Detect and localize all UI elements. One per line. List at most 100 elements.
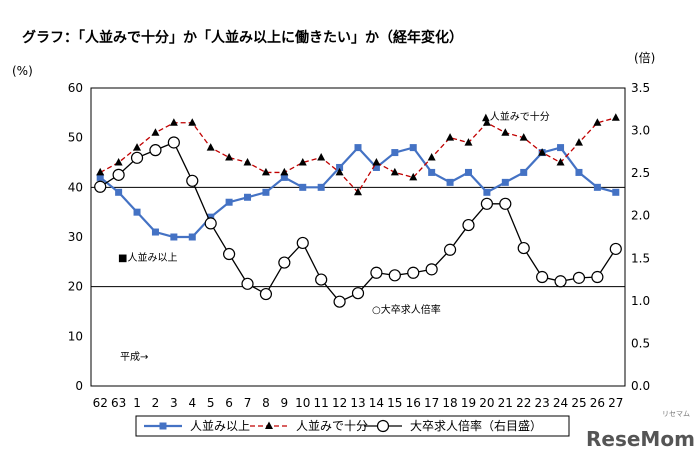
data-point — [133, 208, 141, 216]
data-point — [133, 143, 142, 151]
left-tick-label: 30 — [68, 230, 83, 244]
x-tick-label: 23 — [534, 396, 549, 410]
series-label: ▲人並みで十分 — [482, 110, 550, 123]
x-tick-label: 20 — [479, 396, 494, 410]
x-tick-label: 21 — [498, 396, 513, 410]
data-point — [538, 148, 547, 156]
legend-marker — [159, 422, 167, 430]
data-point — [372, 163, 380, 171]
x-tick-label: 62 — [93, 396, 108, 410]
data-point — [464, 168, 472, 176]
data-point — [241, 277, 254, 290]
legend: 人並み以上 人並みで十分 大卒求人倍率（右目盛） — [135, 415, 570, 437]
x-tick-label: 13 — [350, 396, 365, 410]
data-point — [115, 188, 123, 196]
data-point — [206, 143, 215, 151]
x-tick-label: 7 — [244, 396, 252, 410]
data-point — [554, 275, 567, 288]
data-point — [609, 242, 622, 256]
right-tick-label: 1.5 — [631, 251, 650, 265]
x-tick-label: 22 — [516, 396, 531, 410]
data-point — [351, 287, 365, 300]
data-point — [169, 118, 178, 126]
grid-lines — [91, 186, 625, 288]
data-point — [611, 113, 620, 121]
legend-marker — [265, 421, 273, 429]
x-tick-label: 63 — [111, 396, 126, 410]
left-tick-label: 60 — [68, 81, 83, 95]
data-point — [317, 183, 325, 191]
x-tick-label: 9 — [281, 396, 289, 410]
watermark-sub: リセマム — [662, 410, 690, 418]
data-point — [556, 158, 565, 166]
data-point — [370, 266, 383, 279]
data-point — [96, 167, 105, 176]
data-point — [151, 228, 159, 236]
data-point — [188, 233, 196, 241]
series-label: ■人並み以上 — [118, 251, 177, 264]
data-point — [482, 118, 491, 126]
data-point — [501, 128, 510, 136]
data-point — [333, 295, 346, 308]
right-tick-label: 2.5 — [631, 166, 650, 180]
data-point — [204, 217, 217, 230]
x-tick-label: 16 — [406, 396, 421, 410]
x-tick-label: 19 — [461, 396, 476, 410]
right-tick-label: 3.5 — [631, 81, 650, 95]
x-tick-label: 8 — [262, 396, 270, 410]
data-point — [335, 167, 344, 176]
right-axis-ticks: 0.0 0.5 1.0 1.5 2.0 2.5 3.0 3.5 — [631, 81, 650, 393]
series-3 — [94, 136, 622, 308]
x-tick-label: 18 — [442, 396, 457, 410]
data-point — [520, 168, 528, 176]
data-point — [149, 144, 162, 157]
x-tick-label: 25 — [571, 396, 586, 410]
plot-area: 0 10 20 30 40 50 60 0.0 0.5 1.0 1.5 2.0 2.5 3.0 3.5 6… — [68, 81, 650, 410]
legend-box — [135, 415, 570, 437]
legend-label: 大卒求人倍率（右目盛） — [410, 418, 542, 433]
x-tick-label: 11 — [314, 396, 329, 410]
data-point — [388, 269, 401, 282]
data-point — [446, 133, 455, 141]
data-point — [280, 173, 288, 181]
data-point — [501, 178, 509, 186]
x-tick-label: 12 — [332, 396, 347, 410]
data-point — [261, 167, 270, 176]
data-point — [96, 173, 104, 181]
data-point — [574, 138, 583, 146]
left-tick-label: 10 — [68, 329, 83, 343]
right-tick-label: 0.0 — [631, 379, 650, 393]
x-tick-label: 17 — [424, 396, 439, 410]
x-tick-label: 24 — [553, 396, 568, 410]
data-point — [519, 133, 528, 141]
data-point — [593, 183, 601, 191]
data-point — [428, 168, 436, 176]
x-tick-label: 5 — [207, 396, 215, 410]
data-point — [427, 153, 436, 161]
x-tick-label: 3 — [170, 396, 178, 410]
data-point — [593, 118, 602, 126]
x-tick-label: 27 — [608, 396, 623, 410]
series-2 — [96, 113, 620, 196]
right-tick-label: 2.0 — [631, 209, 650, 223]
series-layer — [94, 113, 622, 308]
x-tick-label: 10 — [295, 396, 310, 410]
data-point — [575, 168, 583, 176]
data-point — [130, 151, 144, 164]
series-1 — [96, 144, 620, 241]
x-tick-label: 15 — [387, 396, 402, 410]
data-point — [464, 138, 473, 146]
data-point — [446, 178, 454, 186]
right-tick-label: 0.5 — [631, 336, 650, 350]
data-point — [207, 213, 215, 221]
era-note: 平成→ — [120, 351, 148, 363]
legend-label: 人並みで十分 — [296, 419, 368, 433]
data-point — [244, 193, 252, 201]
x-axis-ticks: 62 63 1 2 3 4 5 6 7 8 9 10 11 12 13 14 15 16 17 18 19 20 21 22 2… — [93, 396, 624, 410]
data-point — [280, 167, 289, 176]
data-point — [243, 158, 252, 166]
x-tick-label: 1 — [133, 396, 141, 410]
data-point — [315, 273, 328, 286]
series-label: ○大卒求人倍率 — [372, 303, 441, 316]
legend-label: 人並み以上 — [190, 419, 250, 433]
